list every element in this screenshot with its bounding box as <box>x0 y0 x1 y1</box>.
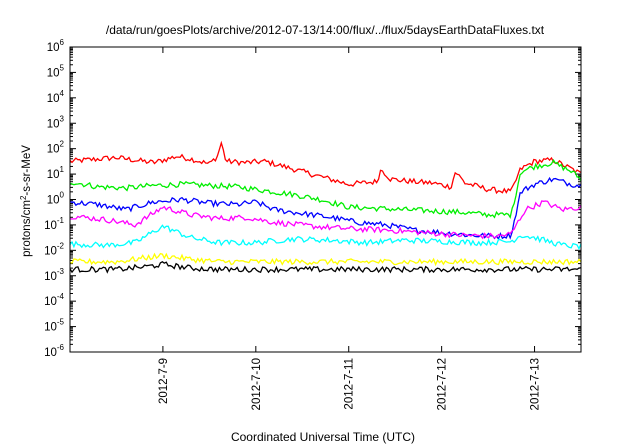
y-tick-label: 106 <box>47 38 65 54</box>
series-line-3 <box>69 200 582 240</box>
x-tick-label: 2012-7-13 <box>530 358 542 410</box>
series-line-0 <box>69 140 582 195</box>
x-tick-label: 2012-7-12 <box>437 358 449 410</box>
y-tick-label: 103 <box>47 114 65 130</box>
y-axis-label-rest: -s-sr-MeV <box>21 145 33 196</box>
y-tick-label: 10-5 <box>44 318 64 334</box>
y-tick-label: 101 <box>47 165 65 181</box>
y-tick-label: 10-3 <box>44 267 64 283</box>
series-line-5 <box>69 252 582 267</box>
series-line-2 <box>69 176 582 241</box>
plot-frame <box>69 46 582 353</box>
series-line-1 <box>69 158 582 219</box>
series-layer <box>69 140 582 274</box>
y-tick-label: 100 <box>47 191 65 207</box>
y-tick-label: 10-4 <box>44 292 64 308</box>
x-tick-label: 2012-7-11 <box>344 358 356 410</box>
series-line-6 <box>69 261 582 274</box>
y-tick-label: 10-6 <box>44 343 64 359</box>
svg-text:protons/cm2-s-sr-MeV: protons/cm2-s-sr-MeV <box>19 145 34 257</box>
axis-ticks: 10-6 10-5 10-4 10-3 10-2 10-1 100 101 102 103 104 1… <box>44 38 581 410</box>
y-axis-label: protons/cm2-s-sr-MeV <box>19 145 34 257</box>
chart-title: /data/run/goesPlots/archive/2012-07-13/1… <box>106 23 545 37</box>
x-tick-label: 2012-7-10 <box>251 358 263 410</box>
series-line-4 <box>69 224 582 251</box>
y-tick-label: 104 <box>47 89 65 105</box>
y-tick-label: 105 <box>47 63 65 79</box>
y-axis-label-sup: 2 <box>19 195 28 200</box>
y-tick-label: 102 <box>47 140 65 156</box>
y-axis-label-base: protons/cm <box>21 200 33 257</box>
x-tick-label: 2012-7-9 <box>158 358 170 404</box>
y-tick-label: 10-2 <box>44 241 64 257</box>
y-tick-label: 10-1 <box>44 216 64 232</box>
x-axis-label: Coordinated Universal Time (UTC) <box>231 430 415 444</box>
